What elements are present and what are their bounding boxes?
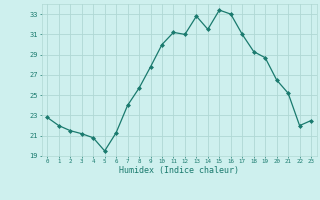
X-axis label: Humidex (Indice chaleur): Humidex (Indice chaleur): [119, 166, 239, 175]
